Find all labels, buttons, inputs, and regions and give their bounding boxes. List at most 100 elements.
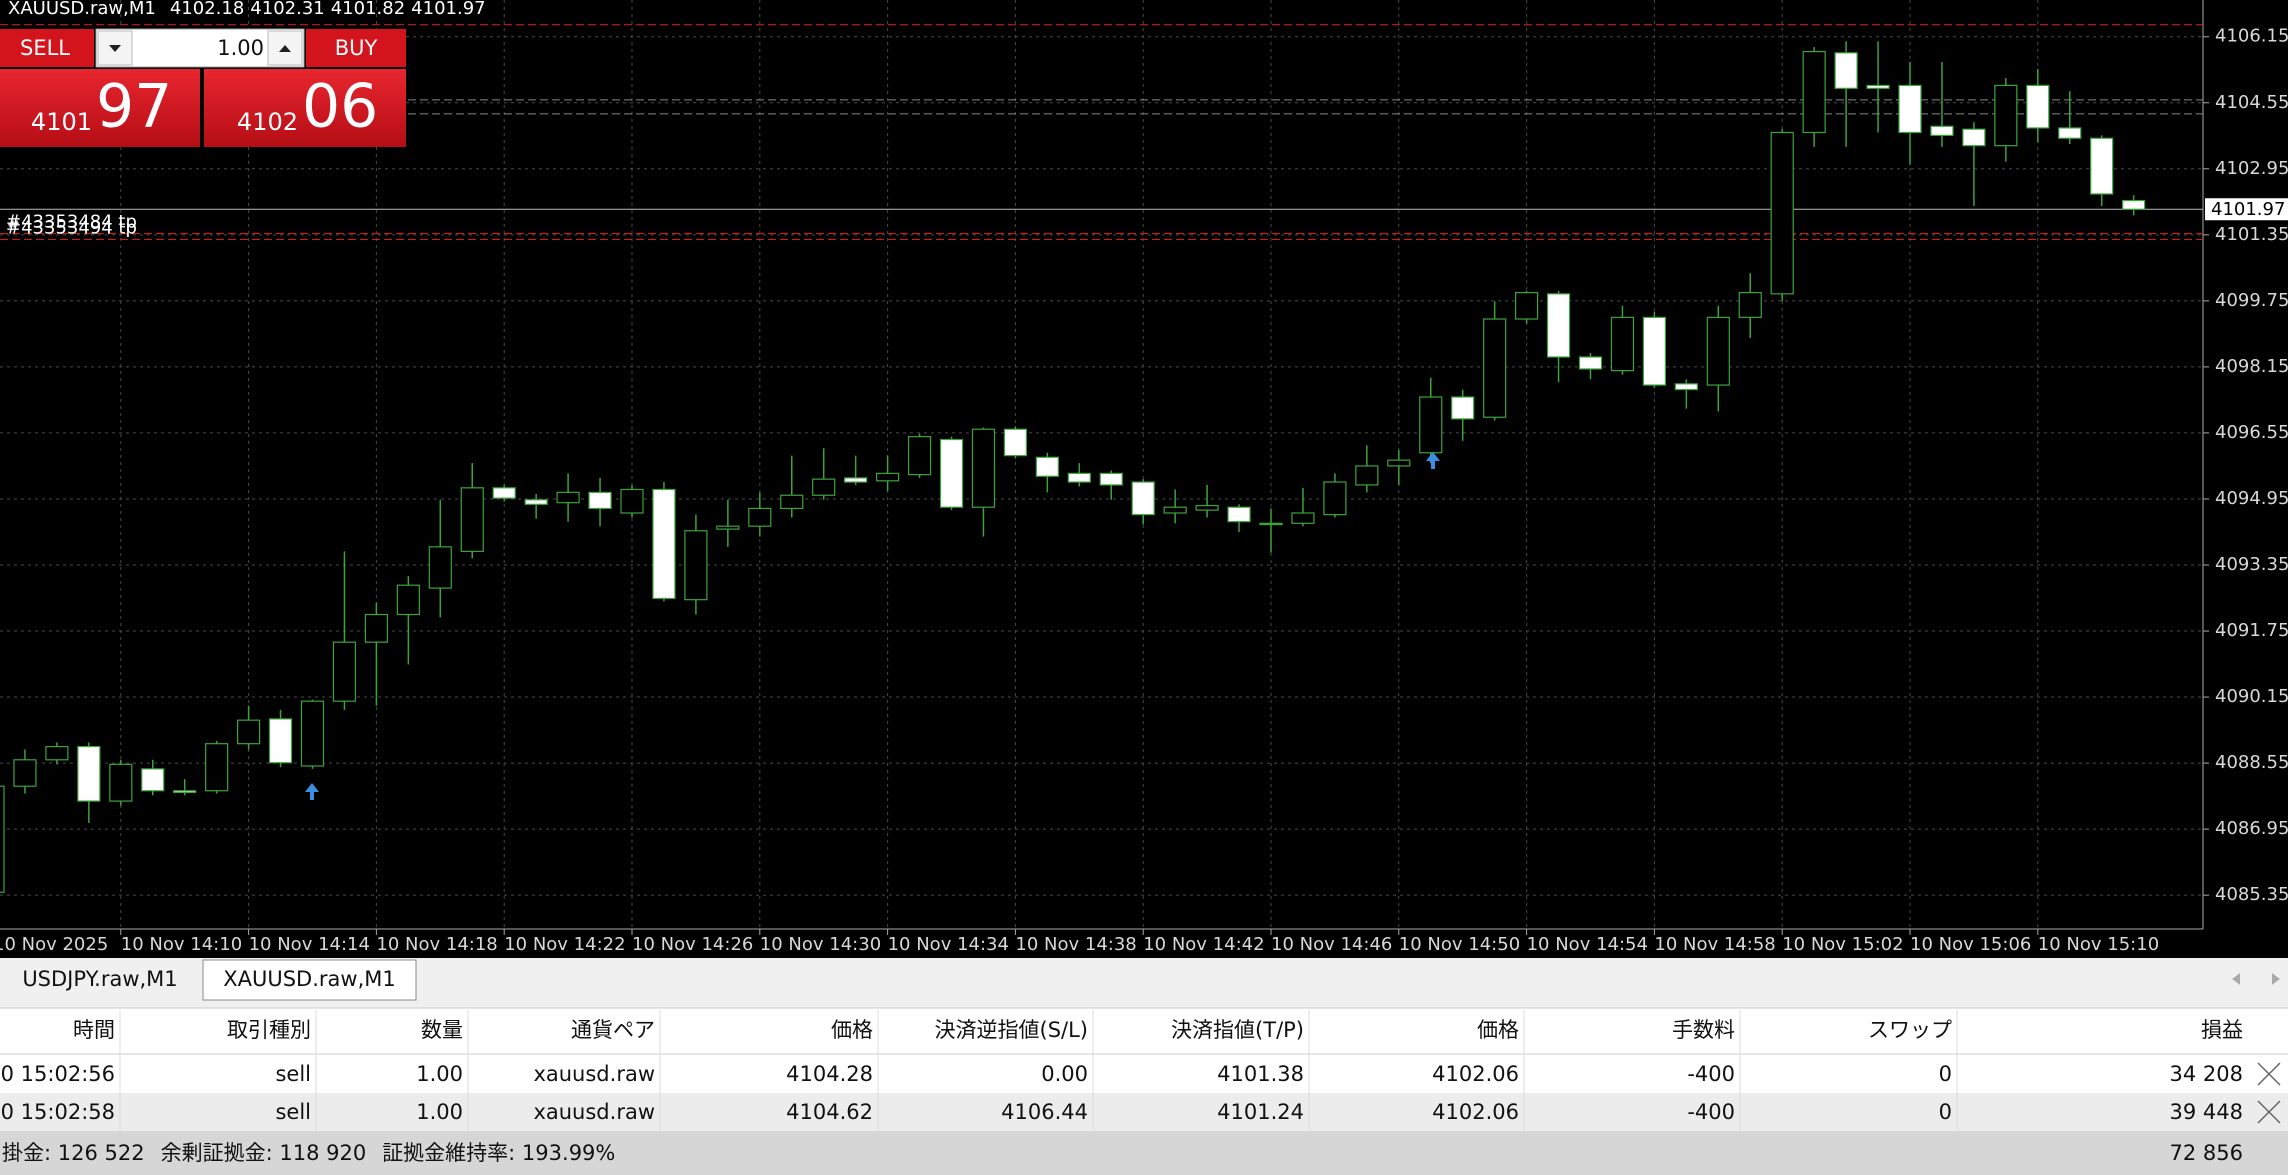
candle-body: [1514, 292, 1539, 320]
y-tick-label: 4094.95: [2215, 488, 2288, 509]
sell-button[interactable]: [0, 29, 94, 67]
candle-body: [748, 507, 772, 527]
candle-body: [907, 436, 932, 476]
open: 4102.18: [170, 0, 244, 19]
candle-body: [1738, 292, 1762, 318]
chart-background: [0, 0, 2288, 958]
candle-body: [1962, 128, 1986, 147]
table-cell: 10 15:02:58: [0, 1100, 115, 1124]
candle-body: [205, 743, 229, 792]
x-tick-label: 10 Nov 15:10: [2038, 934, 2159, 955]
x-tick-label: 10 Nov 14:22: [504, 934, 625, 955]
candle-body: [1642, 316, 1667, 386]
candle-body: [1546, 293, 1571, 358]
candle-body: [875, 472, 900, 482]
x-tick-label: 10 Nov 14:18: [376, 934, 497, 955]
candle-body: [1706, 316, 1730, 386]
tab[interactable]: [202, 959, 417, 1001]
table-row-bg: [0, 1055, 2288, 1093]
one-click-panel: SELL 1.00 BUY 4101 97 4102 06: [0, 28, 406, 147]
table-cell: 4102.06: [1432, 1100, 1519, 1124]
sell-price-big: 97: [96, 72, 172, 142]
x-tick-label: 10 Nov 14:34: [888, 934, 1009, 955]
column-header: 損益: [2201, 1018, 2243, 1042]
table-cell: 4104.28: [786, 1062, 873, 1086]
close-position[interactable]: [2257, 1062, 2281, 1086]
x-tick-label: 10 Nov 15:06: [1910, 934, 2031, 955]
candle-body: [1291, 512, 1315, 524]
candle-body: [652, 488, 676, 600]
y-tick-label: 4086.95: [2215, 818, 2288, 839]
candle-body: [1674, 383, 1698, 391]
sell-label: SELL: [20, 36, 70, 60]
candle-body: [1227, 506, 1251, 523]
table-cell: 4101.24: [1217, 1100, 1304, 1124]
footer-item: 掛金: 126 522: [2, 1141, 145, 1165]
candle-body: [716, 525, 740, 530]
bid-label: 4101.97: [2211, 199, 2285, 220]
candle-body: [556, 491, 580, 504]
y-tick-label: 4106.15: [2215, 26, 2288, 47]
buy-button[interactable]: [306, 29, 406, 67]
sell-price-box[interactable]: [0, 69, 200, 147]
column-header: 決済逆指値(S/L): [935, 1018, 1089, 1042]
table-cell: 0: [1939, 1100, 1952, 1124]
candle-body: [109, 763, 133, 802]
column-header: スワップ: [1868, 1018, 1952, 1042]
candle-body: [1834, 52, 1858, 89]
column-header: 取引種別: [227, 1018, 311, 1042]
candle-body: [268, 718, 293, 764]
y-tick-label: 4090.15: [2215, 686, 2288, 707]
x-tick-label: 10 Nov 14:42: [1143, 934, 1264, 955]
tp-label: #43353494 tp: [6, 217, 137, 238]
column-header: 価格: [1477, 1018, 1519, 1042]
candle-body: [364, 613, 388, 643]
table-cell: 39 448: [2170, 1100, 2243, 1124]
table-cell: 10 15:02:56: [0, 1062, 115, 1086]
trade-table: 時間 取引種別 数量 通貨ペア 価格 決済逆指値(S/L) 決済指値(T/P) 価格 手数料 スワ…: [0, 1007, 2288, 1175]
candle-body: [300, 700, 325, 767]
low: 4101.82: [331, 0, 405, 19]
candle-body: [2090, 137, 2114, 195]
footer-total: 72 856: [2170, 1141, 2243, 1165]
candle-body: [1451, 396, 1475, 420]
candle-body: [1994, 84, 2018, 147]
candle-body: [77, 745, 101, 802]
candle-body: [1067, 472, 1091, 483]
candle-body: [1195, 504, 1219, 511]
y-tick-label: 4085.35: [2215, 884, 2288, 905]
candle-body: [1323, 481, 1347, 516]
trade-arrow: [1426, 452, 1440, 469]
candle-body: [1610, 316, 1635, 372]
chart-header: XAUUSD.raw,M1 4102.18 4102.31 4101.82 4101.9…: [8, 0, 486, 19]
x-tick-label: 10 Nov 14:58: [1654, 934, 1775, 955]
candle-body: [524, 499, 548, 505]
candle-body: [971, 428, 996, 508]
high: 4102.31: [250, 0, 324, 19]
candle-body: [1387, 459, 1411, 467]
column-header: 価格: [831, 1018, 873, 1042]
column-header: 手数料: [1672, 1018, 1735, 1042]
candle-body: [45, 745, 69, 761]
candle-body: [237, 719, 261, 745]
buy-price-box[interactable]: [204, 69, 406, 147]
table-cell: 0.00: [1041, 1062, 1088, 1086]
candle-body: [173, 790, 197, 793]
candle-body: [1355, 465, 1379, 486]
table-header-bg: [0, 1008, 2288, 1056]
table-cell: -400: [1687, 1062, 1735, 1086]
lot-up[interactable]: [267, 30, 303, 66]
table-cell: 1.00: [416, 1100, 463, 1124]
y-tick-label: 4091.75: [2215, 620, 2288, 641]
lot-up-icon: [279, 45, 291, 52]
buy-label: BUY: [335, 36, 378, 60]
candle-body: [1003, 428, 1028, 457]
buy-price-big: 06: [302, 72, 378, 142]
candle-body: [588, 491, 612, 510]
table-cell: 0: [1939, 1062, 1952, 1086]
tab[interactable]: [0, 960, 200, 1000]
close-position[interactable]: [2257, 1100, 2281, 1124]
candle-body: [812, 478, 836, 496]
column-header: 通貨ペア: [571, 1018, 655, 1042]
candle-body: [2058, 127, 2082, 139]
